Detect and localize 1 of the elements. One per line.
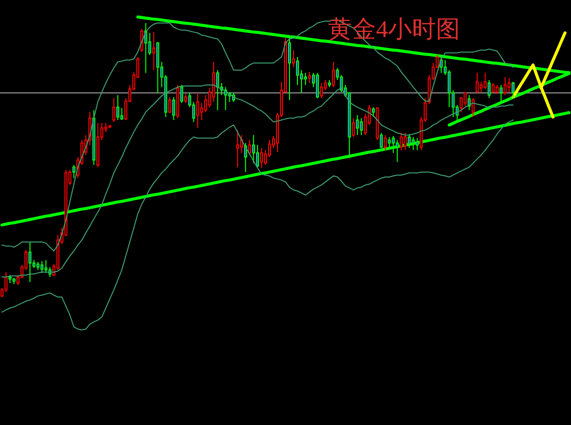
chart-title: 黄金4小时图 (328, 17, 460, 43)
